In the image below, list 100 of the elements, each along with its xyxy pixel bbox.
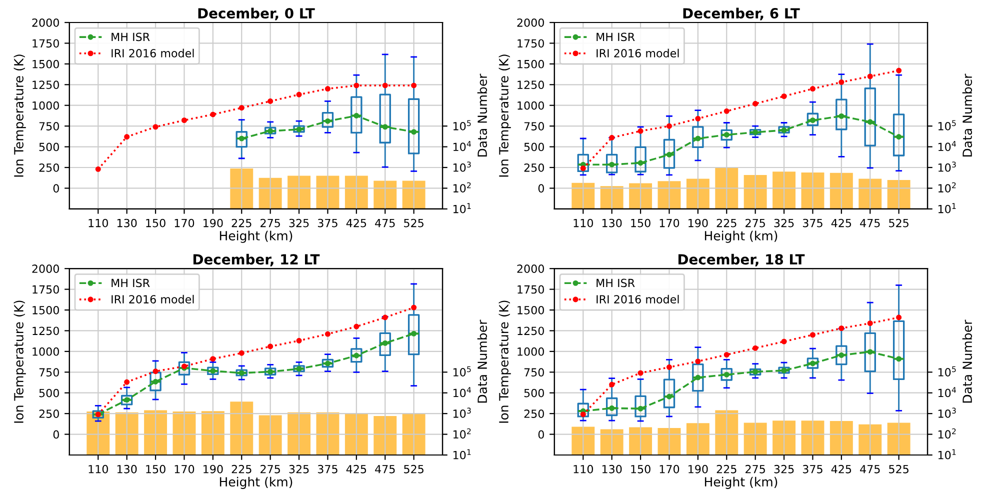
point	[411, 304, 417, 310]
x-tick-label: 130	[602, 464, 622, 474]
y2-tick-label: 10$^{2}$	[938, 182, 956, 193]
x-tick-label: 425	[831, 218, 852, 228]
legend-label: MH ISR	[112, 32, 150, 42]
point	[695, 116, 701, 122]
y-tick-label: 250	[39, 410, 59, 418]
point	[666, 364, 672, 370]
y-tick-label: 750	[524, 368, 544, 377]
y-tick-label: 750	[524, 122, 544, 130]
x-tick-label: 170	[174, 464, 194, 474]
x-tick-label: 425	[346, 218, 366, 228]
point	[724, 352, 730, 358]
point	[296, 92, 302, 98]
point	[411, 82, 417, 88]
point	[152, 368, 158, 374]
x-tick-label: 190	[688, 464, 708, 474]
x-axis-title: Height (km)	[220, 476, 292, 489]
point	[354, 324, 360, 330]
x-tick-label: 525	[404, 464, 424, 474]
x-tick-label: 325	[289, 464, 309, 474]
point	[95, 166, 101, 172]
x-tick-label: 375	[318, 464, 338, 474]
point	[838, 325, 844, 332]
chart-title: December, 6 LT	[683, 8, 800, 20]
point	[838, 113, 844, 119]
x-tick-label: 375	[802, 464, 822, 474]
y2-tick-label: 10$^{1}$	[938, 449, 956, 460]
point	[238, 105, 244, 111]
y2-tick-label: 10$^{5}$	[453, 366, 471, 376]
y2-tick-label: 10$^{1}$	[453, 203, 471, 214]
y2-axis-title: Data Number	[477, 320, 488, 403]
y-tick-label: 1750	[32, 39, 59, 48]
x-tick-label: 375	[318, 218, 338, 228]
y2-tick-label: 10$^{5}$	[938, 120, 956, 130]
x-tick-label: 525	[889, 464, 908, 474]
x-tick-label: 325	[774, 464, 794, 474]
chart-title: December, 12 LT	[193, 254, 320, 266]
x-tick-label: 325	[289, 218, 309, 228]
x-axis-title: Height (km)	[220, 230, 292, 243]
y-tick-label: 500	[524, 388, 544, 398]
y-tick-label: 1750	[518, 285, 544, 294]
point	[411, 330, 417, 336]
point	[896, 356, 902, 362]
y-tick-label: 500	[524, 142, 544, 152]
point	[210, 356, 216, 362]
y-tick-label: 250	[524, 163, 544, 172]
point	[124, 134, 130, 140]
legend-label: MH ISR	[596, 32, 635, 42]
point	[580, 166, 586, 172]
point	[354, 112, 360, 118]
x-tick-label: 170	[174, 218, 194, 228]
x-tick-label: 150	[146, 218, 166, 228]
x-tick-label: 525	[889, 218, 908, 228]
x-tick-label: 150	[631, 464, 650, 474]
y2-tick-label: 10$^{4}$	[938, 387, 956, 398]
point	[124, 379, 130, 385]
y2-tick-label: 10$^{4}$	[938, 141, 956, 152]
y-tick-label: 1500	[32, 306, 59, 314]
point	[752, 100, 758, 106]
point	[695, 374, 701, 380]
y-tick-label: 1250	[518, 80, 544, 90]
x-tick-label: 190	[204, 218, 223, 228]
x-tick-label: 275	[260, 464, 280, 474]
y-tick-label: 500	[39, 388, 59, 398]
y2-tick-label: 10$^{3}$	[453, 162, 471, 172]
point	[638, 128, 644, 134]
x-tick-label: 130	[117, 464, 137, 474]
x-tick-label: 225	[716, 218, 736, 228]
x-axis-title: Height (km)	[704, 230, 778, 243]
point	[324, 86, 331, 92]
point	[382, 314, 388, 320]
point	[867, 74, 873, 80]
x-tick-label: 225	[232, 218, 252, 228]
y-tick-label: 0	[53, 184, 59, 193]
legend-label: IRI 2016 model	[112, 48, 194, 58]
y-tick-label: 1500	[32, 60, 59, 68]
y2-axis-title: Data Number	[962, 320, 972, 403]
y-tick-label: 2000	[32, 264, 59, 273]
y-tick-label: 1750	[518, 39, 544, 48]
x-tick-label: 475	[375, 465, 395, 474]
x-tick-label: 425	[831, 464, 852, 474]
x-tick-label: 425	[346, 464, 366, 474]
point	[810, 86, 816, 92]
legend-label: IRI 2016 model	[596, 294, 679, 304]
x-tick-label: 110	[88, 218, 108, 228]
x-tick-label: 110	[574, 218, 594, 228]
point	[324, 331, 331, 337]
y-tick-label: 1750	[32, 285, 59, 294]
y2-tick-label: 10$^{3}$	[938, 162, 956, 172]
y-tick-label: 2000	[517, 18, 544, 27]
point	[268, 344, 274, 350]
x-tick-label: 375	[802, 218, 822, 228]
x-tick-label: 275	[746, 464, 765, 474]
y-tick-label: 1500	[518, 306, 544, 314]
point	[354, 82, 360, 88]
point	[268, 98, 274, 104]
point	[752, 345, 758, 351]
x-tick-label: 150	[631, 218, 650, 228]
point	[838, 79, 844, 85]
